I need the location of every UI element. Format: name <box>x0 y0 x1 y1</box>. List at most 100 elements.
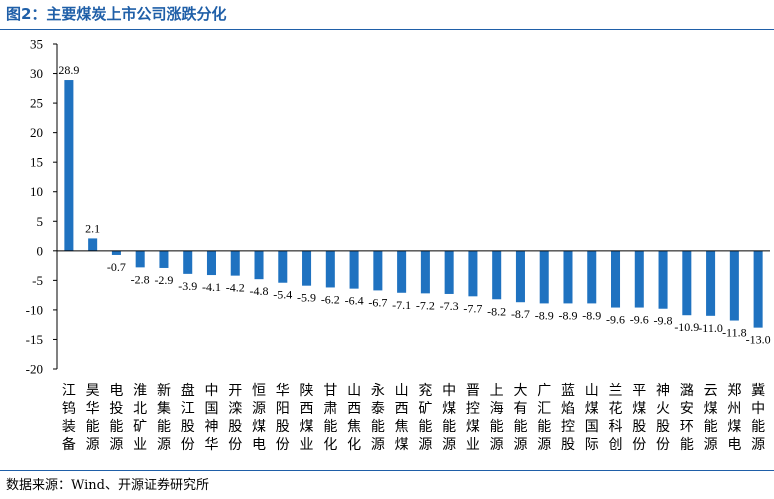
data-label: -5.4 <box>273 288 292 302</box>
bar <box>254 250 264 280</box>
category-label: 甘肃能化 <box>323 383 337 453</box>
category-label: 新集能源 <box>157 383 171 453</box>
bars-group <box>64 80 763 328</box>
category-label: 中煤能源 <box>442 383 456 453</box>
category-label: 中国神华 <box>204 383 218 453</box>
category-label: 兰花科创 <box>609 383 623 453</box>
category-labels: 江钨装备昊华能源电投能源淮北矿业新集能源盘江股份中国神华开滦股份恒源煤电华阳股份… <box>62 382 765 453</box>
bar <box>634 250 644 308</box>
y-tick-label: -10 <box>26 302 43 317</box>
title-divider <box>0 29 774 30</box>
bar <box>373 250 383 291</box>
y-tick-label: 30 <box>30 66 43 81</box>
data-label: -8.9 <box>558 308 577 322</box>
y-tick-label: 15 <box>30 155 43 170</box>
category-label: 兖矿能源 <box>418 383 432 453</box>
data-label: -9.6 <box>606 313 625 327</box>
figure-title: 图2：主要煤炭上市公司涨跌分化 <box>6 5 227 23</box>
bar <box>587 250 597 304</box>
data-label: -4.1 <box>202 280 221 294</box>
bar <box>64 80 74 251</box>
category-label: 开滦股份 <box>228 383 242 453</box>
bar-chart: 35 30 25 20 15 10 5 0 -5 -10 -15 -20 28.9 2.1 -0.7 -2.… <box>26 37 771 454</box>
data-label: -7.3 <box>440 299 459 313</box>
bar <box>111 250 121 255</box>
category-label: 神火股份 <box>656 383 670 453</box>
category-label: 云煤能源 <box>704 383 718 453</box>
data-label: -8.9 <box>582 308 601 322</box>
category-label: 盘江股份 <box>181 382 195 453</box>
data-label: -7.1 <box>392 298 411 312</box>
data-label: -6.4 <box>345 294 364 308</box>
data-label: -9.6 <box>630 313 649 327</box>
bar <box>539 250 549 304</box>
bar <box>135 250 145 268</box>
y-tick-label: 25 <box>30 96 43 111</box>
y-tick-label: -15 <box>26 332 43 347</box>
data-label: -6.7 <box>368 295 387 309</box>
category-label: 广汇能源 <box>537 383 551 453</box>
data-label: -5.9 <box>297 291 316 305</box>
bar <box>611 250 621 308</box>
category-label: 永泰能源 <box>371 383 385 453</box>
category-label: 蓝焰控股 <box>561 383 575 453</box>
bar <box>325 250 335 288</box>
category-label: 山煤国际 <box>585 383 599 453</box>
data-label: -8.2 <box>487 304 506 318</box>
category-label: 平煤股份 <box>632 383 646 453</box>
y-tick-label: 35 <box>30 37 43 52</box>
bar <box>563 250 573 304</box>
data-label: -4.8 <box>250 284 269 298</box>
category-label: 山西焦煤 <box>395 383 409 453</box>
category-label: 郑州煤电 <box>727 383 741 453</box>
data-label: -13.0 <box>746 333 771 347</box>
source-divider <box>0 470 774 471</box>
category-label: 恒源煤电 <box>252 383 266 453</box>
category-label: 江钨装备 <box>62 383 76 453</box>
category-label: 华阳股份 <box>276 383 290 453</box>
y-tick-label: 0 <box>37 243 44 258</box>
axes-group <box>53 43 770 370</box>
y-tick-label: 5 <box>37 214 44 229</box>
bar <box>159 250 169 268</box>
category-label: 大有能源 <box>513 383 527 453</box>
data-label: 2.1 <box>85 221 100 235</box>
y-tick-label: 10 <box>30 184 43 199</box>
y-tick-label: 20 <box>30 125 43 140</box>
bar <box>278 250 288 283</box>
data-label: -11.8 <box>722 326 747 340</box>
category-label: 电投能源 <box>109 383 123 453</box>
data-label: 28.9 <box>58 63 79 77</box>
bar <box>420 250 430 294</box>
data-label: -8.7 <box>511 307 530 321</box>
data-label: -7.2 <box>416 298 435 312</box>
bar <box>468 250 478 297</box>
data-label: -7.7 <box>463 301 482 315</box>
data-label: -8.9 <box>535 308 554 322</box>
y-tick-labels: 35 30 25 20 15 10 5 0 -5 -10 -15 -20 <box>26 37 43 377</box>
bar <box>729 250 739 321</box>
data-labels: 28.92.1-0.7-2.8 -2.9 -3.9 -4.1 -4.2 -4.8 -5.4-… <box>58 63 770 347</box>
data-label: -9.8 <box>654 314 673 328</box>
bar <box>706 250 716 316</box>
category-label: 陕西煤业 <box>300 383 314 453</box>
bar <box>492 250 502 300</box>
bar <box>206 250 216 276</box>
y-tick-label: -20 <box>26 362 43 377</box>
category-label: 山西焦化 <box>347 383 361 453</box>
y-tick-label: -5 <box>32 273 43 288</box>
bar <box>302 250 312 286</box>
bar <box>515 250 525 303</box>
bar <box>682 250 692 316</box>
bar <box>753 250 763 328</box>
bar <box>183 250 193 274</box>
bar <box>658 250 668 309</box>
data-label: -2.8 <box>131 272 150 286</box>
bar <box>230 250 240 276</box>
bar <box>397 250 407 293</box>
bar <box>88 238 98 251</box>
bar <box>444 250 454 294</box>
category-label: 淮北矿业 <box>133 383 147 453</box>
data-label: -11.0 <box>698 321 723 335</box>
data-label: -4.2 <box>226 281 245 295</box>
